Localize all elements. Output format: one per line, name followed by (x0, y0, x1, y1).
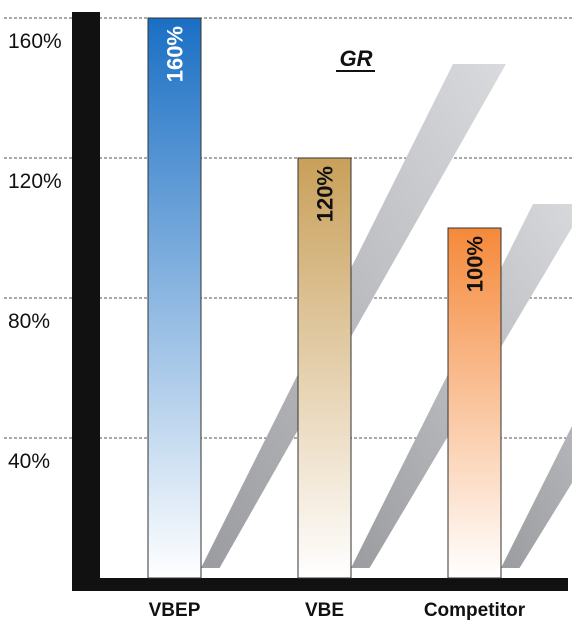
bar-shadow (201, 64, 506, 568)
bar-shadow (501, 426, 572, 568)
y-tick-label: 160% (8, 30, 62, 53)
data-label: 100% (463, 236, 488, 292)
y-tick-label: 120% (8, 170, 62, 193)
y-tick-label: 40% (8, 450, 50, 473)
x-tick-label: Competitor (424, 600, 526, 621)
x-axis-line (72, 578, 568, 591)
bar-vbe (297, 157, 352, 579)
y-tick-label: 80% (8, 310, 50, 333)
chart-title: GR (340, 46, 373, 71)
data-label: 120% (313, 166, 338, 222)
bar-competitor (447, 227, 502, 579)
x-tick-label: VBE (305, 600, 344, 621)
bar-vbep (147, 17, 202, 579)
y-axis-line (72, 12, 100, 591)
data-label: 160% (163, 26, 188, 82)
x-tick-label: VBEP (149, 600, 201, 621)
